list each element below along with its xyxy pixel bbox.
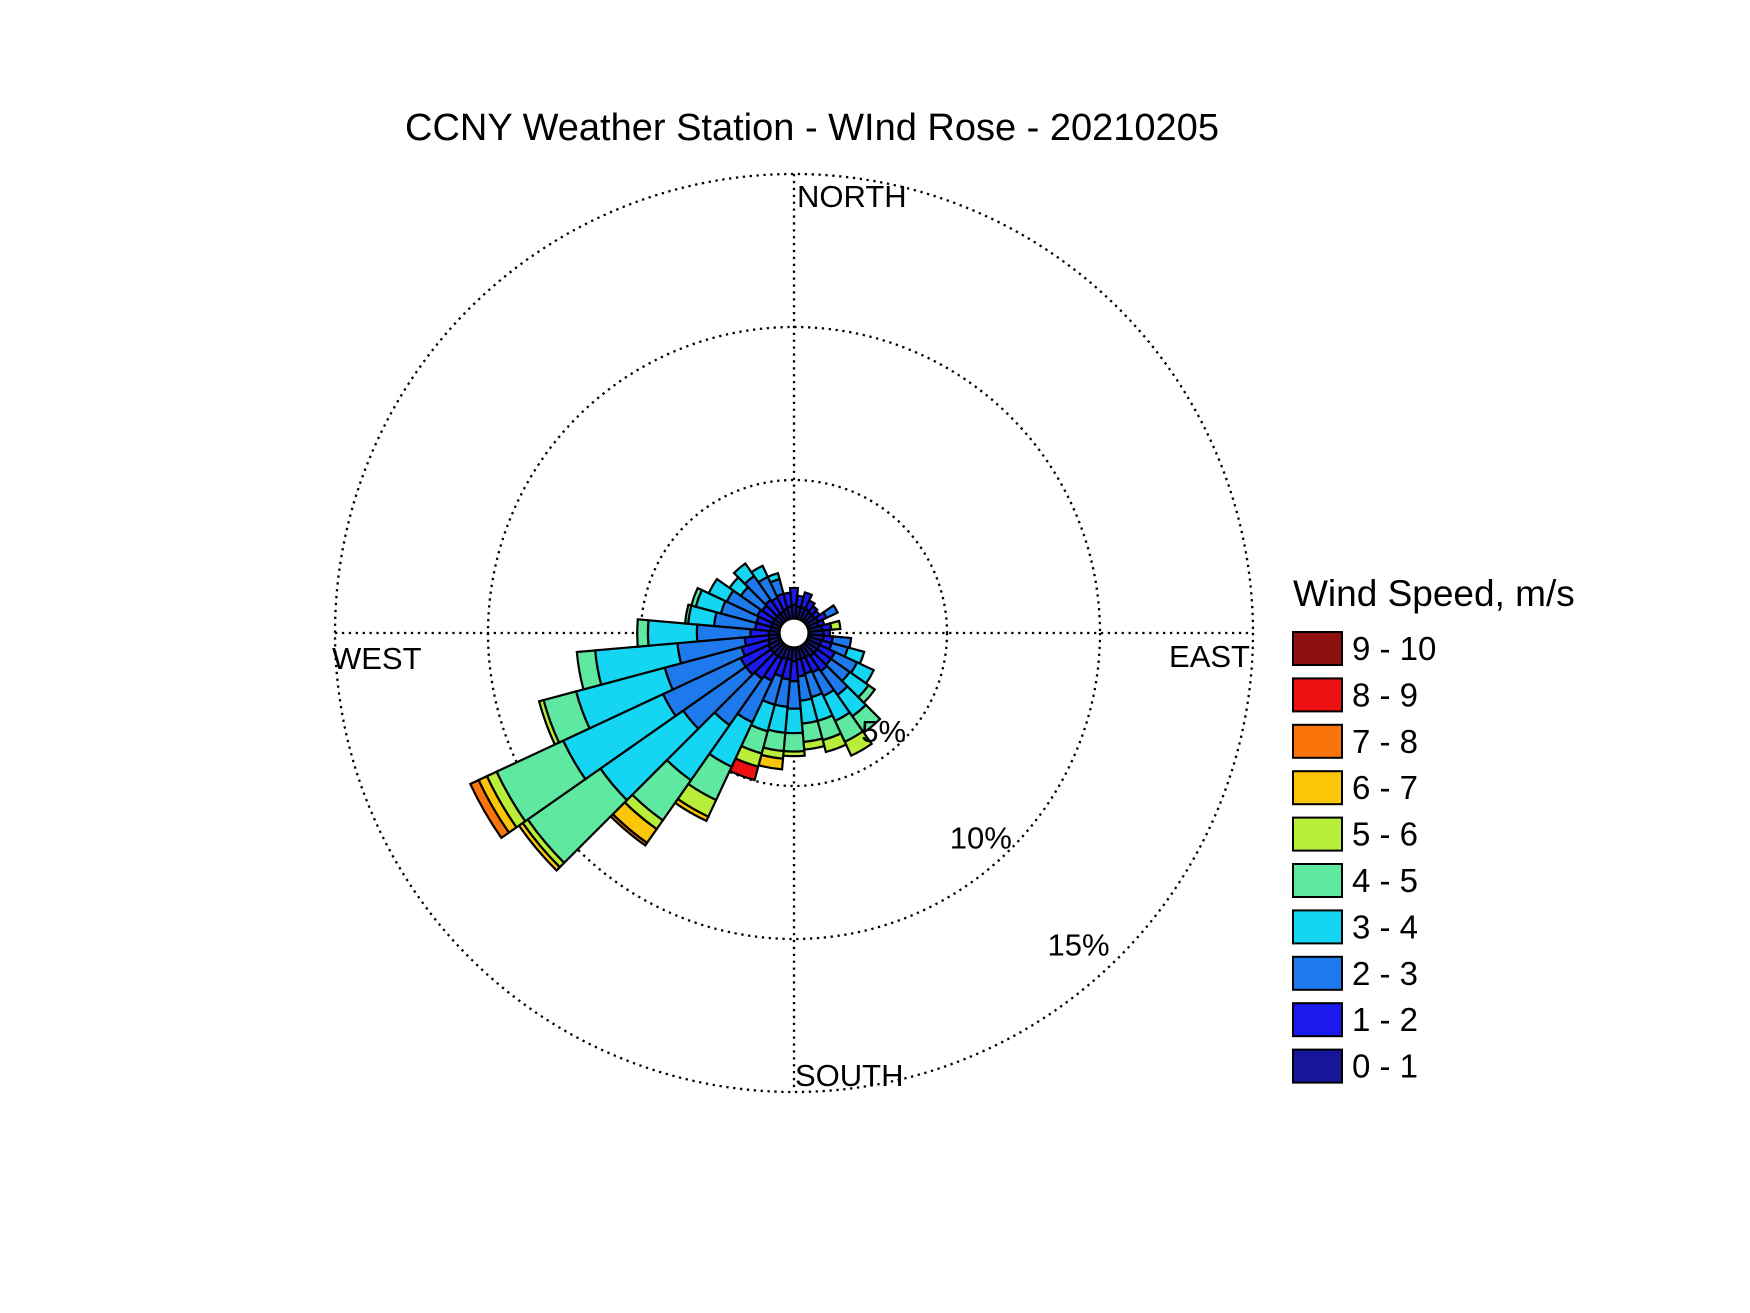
wind-rose-petal-40deg-bin-1-2 — [806, 604, 819, 617]
legend-items: 9 - 10 8 - 9 7 - 8 6 - 7 5 - 6 4 - 5 3 - 4 2 - … — [1292, 630, 1436, 1085]
ring-label-15pct: 15% — [1048, 928, 1110, 963]
wind-rose-petal-280deg-bin-4-5 — [683, 603, 693, 625]
ring-label-10pct: 10% — [950, 821, 1012, 856]
legend-swatch-6-7 — [1292, 770, 1343, 806]
compass-label-north: NORTH — [797, 179, 907, 214]
legend-swatch-8-9 — [1292, 677, 1343, 713]
wind-rose-petal-30deg-bin-1-2 — [803, 598, 817, 613]
wind-rose-petal-180deg-bin-5-6 — [782, 749, 806, 758]
legend-swatch-4-5 — [1292, 863, 1343, 898]
wind-rose-petal-20deg-bin-1-2 — [799, 591, 814, 611]
legend-swatch-7-8 — [1292, 723, 1343, 759]
wind-rose-petal-80deg-bin-5-6 — [828, 619, 842, 631]
grid-ring-5pct — [639, 478, 949, 788]
legend-label-1-2: 1 - 2 — [1352, 1001, 1418, 1038]
legend-swatch-1-2 — [1292, 1002, 1343, 1038]
legend-swatch-5-6 — [1292, 816, 1343, 852]
legend-label-6-7: 6 - 7 — [1352, 769, 1418, 806]
compass-label-east: EAST — [1169, 639, 1250, 674]
wind-rose-petal-160deg-bin-5-6 — [821, 732, 848, 754]
chart-title: CCNY Weather Station - WInd Rose - 20210… — [405, 107, 1219, 149]
legend-swatch-0-1 — [1292, 1048, 1343, 1084]
ring-percent-labels: 5% 10% 15% — [861, 714, 1109, 962]
legend-title: Wind Speed, m/s — [1293, 573, 1575, 614]
legend-label-2-3: 2 - 3 — [1352, 955, 1418, 992]
wind-rose-petal-290deg-bin-4-5 — [689, 586, 704, 609]
polar-grid — [333, 172, 1255, 1094]
legend-label-0-1: 0 - 1 — [1352, 1048, 1418, 1085]
legend-swatch-3-4 — [1292, 909, 1343, 945]
wind-rose-petal-240deg-bin-7-8 — [468, 778, 511, 840]
legend-label-9-10: 9 - 10 — [1352, 630, 1436, 667]
legend-swatch-2-3 — [1292, 955, 1343, 991]
legend-label-8-9: 8 - 9 — [1352, 676, 1418, 713]
wind-rose-petals — [468, 561, 882, 873]
legend-label-7-8: 7 - 8 — [1352, 723, 1418, 760]
wind-rose-petal-340deg-bin-3-4 — [766, 571, 781, 584]
legend: Wind Speed, m/s 9 - 10 8 - 9 7 - 8 6 - 7 5 -… — [1292, 573, 1575, 1085]
wind-rose-petal-260deg-bin-4-5 — [575, 649, 603, 691]
rose-center-hole — [778, 617, 810, 649]
wind-rose-petal-330deg-bin-3-4 — [749, 564, 770, 584]
wind-rose-petal-60deg-bin-2-3 — [821, 603, 840, 620]
wind-rose-petal-150deg-bin-5-6 — [843, 729, 874, 758]
wind-rose-petal-180deg-bin-4-5 — [782, 731, 806, 753]
rose-center-circle — [778, 617, 810, 649]
wind-rose-petal-300deg-bin-3-4 — [707, 577, 735, 604]
ring-label-5pct: 5% — [861, 714, 906, 749]
compass-label-west: WEST — [332, 641, 422, 676]
wind-rose-petal-350deg-bin-1-2 — [782, 591, 793, 609]
legend-label-4-5: 4 - 5 — [1352, 862, 1418, 899]
legend-swatch-9-10 — [1292, 631, 1343, 666]
wind-rose-petal-270deg-bin-4-5 — [636, 618, 650, 648]
legend-label-3-4: 3 - 4 — [1352, 908, 1418, 945]
wind-rose-petal-250deg-bin-5-6 — [537, 698, 561, 746]
wind-rose-petal-320deg-bin-3-4 — [732, 561, 756, 586]
compass-label-south: SOUTH — [795, 1058, 904, 1093]
legend-label-5-6: 5 - 6 — [1352, 816, 1418, 853]
